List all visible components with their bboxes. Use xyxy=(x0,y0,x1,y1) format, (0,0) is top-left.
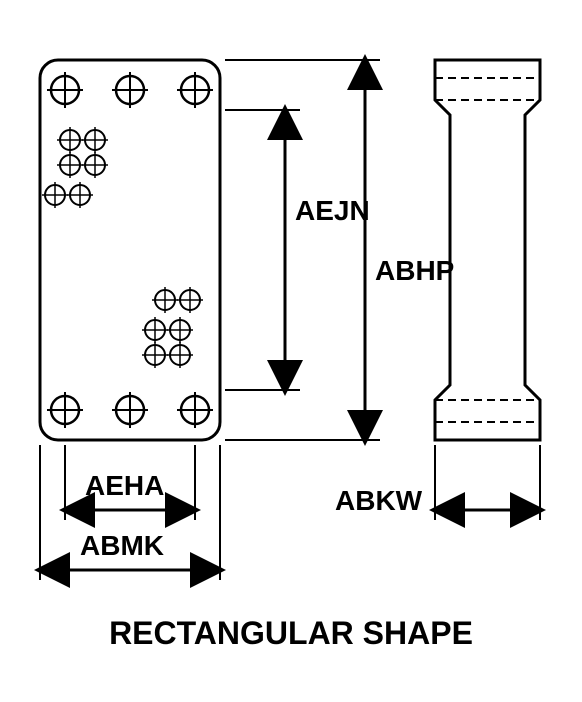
label-abmk: ABMK xyxy=(80,530,164,562)
side-view xyxy=(435,60,540,440)
diagram-svg xyxy=(0,0,582,702)
label-abhp: ABHP xyxy=(375,255,454,287)
dim-abhp xyxy=(225,60,380,440)
front-view-rect xyxy=(40,60,220,440)
technical-diagram: AEJN ABHP AEHA ABMK ABKW RECTANGULAR SHA… xyxy=(0,0,582,702)
dim-abkw xyxy=(435,445,540,520)
label-abkw: ABKW xyxy=(335,485,422,517)
label-aeha: AEHA xyxy=(85,470,164,502)
dim-aejn xyxy=(225,110,300,390)
label-aejn: AEJN xyxy=(295,195,370,227)
diagram-title: RECTANGULAR SHAPE xyxy=(0,615,582,652)
